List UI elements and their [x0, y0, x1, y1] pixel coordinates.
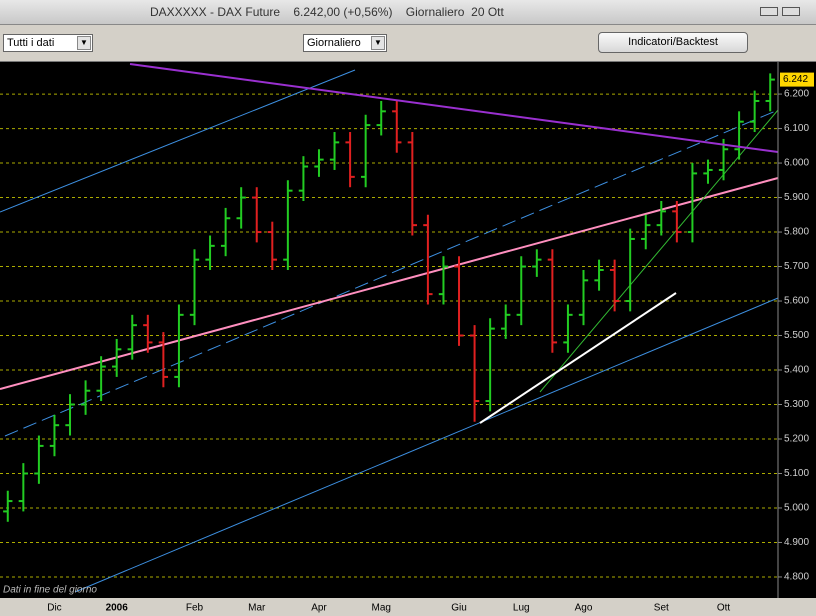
x-tick-label: 2006 — [106, 603, 129, 614]
x-tick-label: Lug — [513, 603, 530, 614]
x-tick-label: Dic — [47, 603, 61, 614]
white-trend-line — [479, 292, 677, 424]
chart: Dati in fine del giorno 4.800 4.900 5.000 5… — [0, 62, 816, 616]
maximize-button[interactable] — [782, 7, 800, 16]
toolbar: Tutti i dati ▼ Giornaliero ▼ Indicatori/Ba… — [0, 25, 816, 62]
y-tick-label: 4.800 — [784, 572, 809, 583]
window-title: DAXXXXX - DAX Future 6.242,00 (+0,56%) G… — [150, 5, 504, 19]
x-tick-label: Feb — [186, 603, 204, 614]
title-bar: DAXXXXX - DAX Future 6.242,00 (+0,56%) G… — [0, 0, 816, 25]
y-tick-label: 5.400 — [784, 365, 809, 376]
range-select[interactable]: Tutti i dati ▼ — [3, 34, 93, 52]
y-tick-label: 5.600 — [784, 296, 809, 307]
x-tick-label: Apr — [311, 603, 327, 614]
y-tick-label: 5.500 — [784, 330, 809, 341]
period-select[interactable]: Giornaliero ▼ — [303, 34, 387, 52]
range-text: Tutti i dati — [7, 37, 55, 49]
overlay-lines — [129, 63, 779, 424]
y-tick-label: 5.800 — [784, 227, 809, 238]
y-tick-label: 6.100 — [784, 123, 809, 134]
y-tick-label: 5.900 — [784, 192, 809, 203]
grid — [0, 93, 778, 578]
y-tick-label: 5.100 — [784, 468, 809, 479]
bars — [3, 73, 775, 522]
y-tick-label: 5.700 — [784, 261, 809, 272]
y-tick-label: 4.900 — [784, 537, 809, 548]
dropdown-arrow: ▼ — [77, 36, 91, 50]
period-text: Giornaliero — [307, 37, 361, 49]
minimize-button[interactable] — [760, 7, 778, 16]
x-axis-panel — [0, 598, 816, 616]
x-tick-label: Set — [654, 603, 669, 614]
channel-line — [74, 297, 779, 593]
dropdown-arrow: ▼ — [371, 36, 385, 50]
x-tick-label: Giu — [451, 603, 467, 614]
y-tick-label: 5.000 — [784, 503, 809, 514]
y-tick-label: 5.300 — [784, 399, 809, 410]
last-value-box — [780, 72, 814, 87]
pink-trend-line — [0, 177, 779, 390]
channel-line — [0, 69, 356, 213]
x-tick-label: Mar — [248, 603, 266, 614]
x-tick-label: Ago — [575, 603, 593, 614]
purple-trend-line — [129, 63, 779, 153]
last-value-label: 6.242 — [783, 74, 808, 85]
x-tick-label: Ott — [717, 603, 731, 614]
indicators-button[interactable]: Indicatori/Backtest — [598, 32, 748, 53]
y-tick-label: 6.000 — [784, 158, 809, 169]
y-tick-label: 5.200 — [784, 434, 809, 445]
x-tick-label: Mag — [371, 603, 390, 614]
y-axis-panel — [778, 62, 816, 598]
y-tick-label: 6.200 — [784, 89, 809, 100]
footnote: Dati in fine del giorno — [3, 585, 97, 596]
